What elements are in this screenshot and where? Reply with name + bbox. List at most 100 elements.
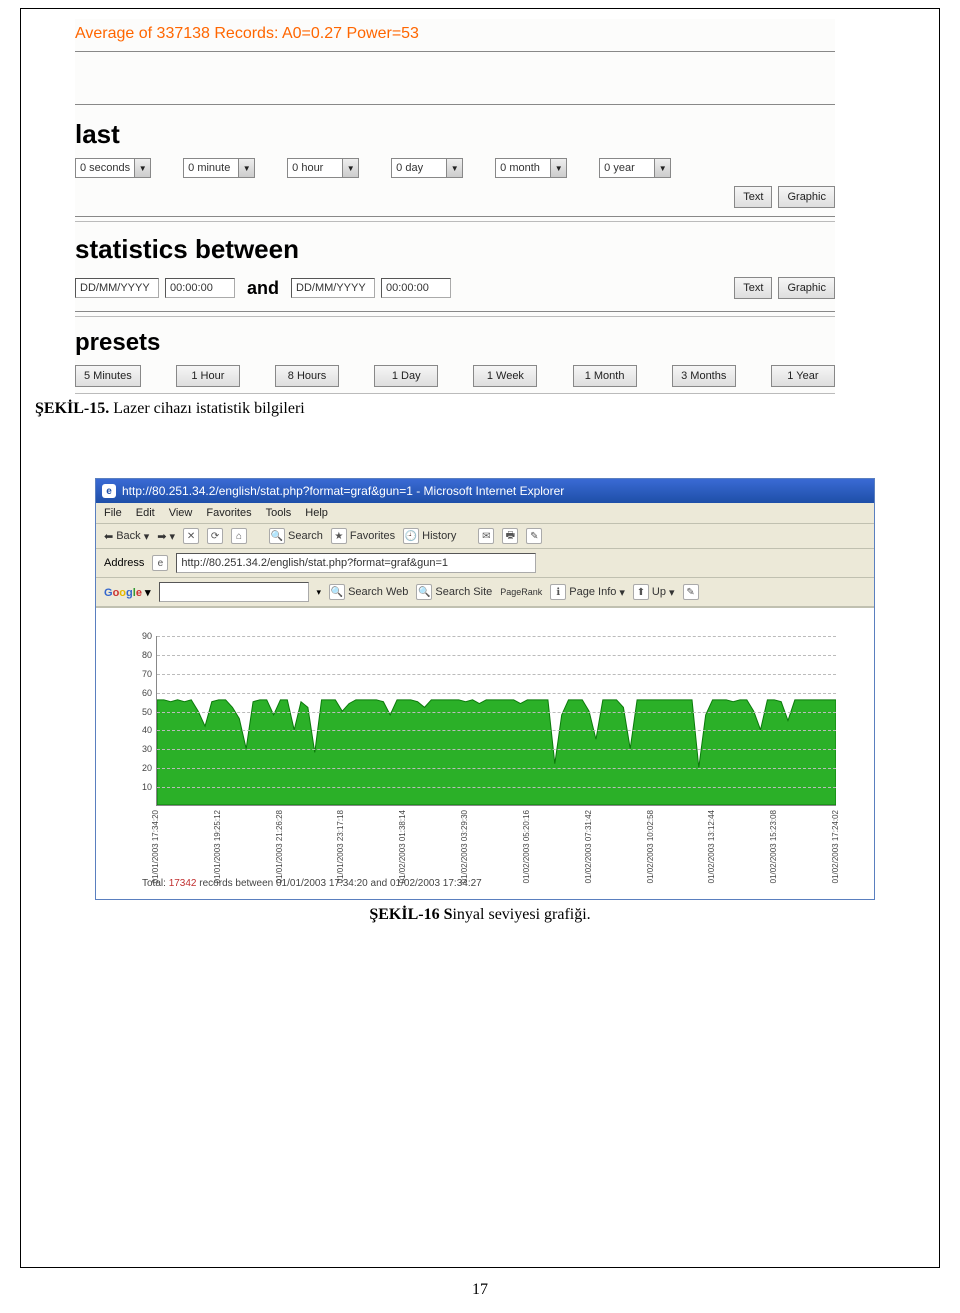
total-value: 17342 [169,878,197,889]
separator [75,316,835,317]
chevron-down-icon: ▼ [550,159,566,177]
x-tick-label: 01/02/2003 17:24:02 [832,810,841,883]
menu-item[interactable]: Help [305,507,328,519]
menubar: File Edit View Favorites Tools Help [96,503,874,524]
search-icon: 🔍 [329,584,345,600]
chart-plot [156,636,836,806]
menu-item[interactable]: Favorites [206,507,251,519]
mail-icon[interactable]: ✉ [478,528,494,544]
caption-15-bold: ŞEKİL-15. [35,400,109,417]
refresh-icon[interactable]: ⟳ [207,528,223,544]
last-buttons-row: Text Graphic [75,182,835,212]
graphic-button[interactable]: Graphic [778,186,835,208]
x-tick-label: 01/01/2003 17:34:20 [152,810,161,883]
text-button[interactable]: Text [734,186,772,208]
address-input[interactable] [176,553,536,573]
and-label: and [241,278,285,299]
search-site-button[interactable]: 🔍Search Site [416,584,492,600]
preset-button[interactable]: 8 Hours [275,365,339,387]
time-dropdown[interactable]: 0 hour▼ [287,158,359,178]
preset-button[interactable]: 3 Months [672,365,736,387]
time-dropdown[interactable]: 0 minute▼ [183,158,255,178]
x-tick-label: 01/02/2003 13:12:44 [708,810,717,883]
y-tick-label: 50 [126,707,152,717]
section-last-title: last [75,109,835,154]
up-button[interactable]: ⬆Up ▾ [633,584,675,600]
x-tick-label: 01/01/2003 23:17:18 [337,810,346,883]
search-icon: 🔍 [416,584,432,600]
preset-button[interactable]: 5 Minutes [75,365,141,387]
page-frame: Average of 337138 Records: A0=0.27 Power… [20,8,940,1268]
y-tick-label: 40 [126,725,152,735]
preset-button[interactable]: 1 Year [771,365,835,387]
x-tick-label: 01/02/2003 07:31:42 [585,810,594,883]
browser-window: e http://80.251.34.2/english/stat.php?fo… [95,478,875,900]
chart-area: 102030405060708090 01/01/2003 17:34:2001… [96,607,874,899]
home-icon[interactable]: ⌂ [231,528,247,544]
from-date-input[interactable] [75,278,159,298]
page-icon: e [152,555,168,571]
forward-button[interactable]: ➡ ▾ [157,530,175,543]
search-web-button[interactable]: 🔍Search Web [329,584,408,600]
separator [75,104,835,105]
preset-button[interactable]: 1 Month [573,365,637,387]
graphic-button[interactable]: Graphic [778,277,835,299]
time-dropdown[interactable]: 0 year▼ [599,158,671,178]
y-tick-label: 90 [126,631,152,641]
x-tick-label: 01/02/2003 05:20:16 [523,810,532,883]
caption-16-bold: ŞEKİL-16 S [369,906,452,923]
menu-item[interactable]: View [169,507,193,519]
print-icon[interactable]: 🖶 [502,528,518,544]
x-tick-label: 01/01/2003 19:25:12 [214,810,223,883]
star-icon: ★ [331,528,347,544]
edit-icon[interactable]: ✎ [526,528,542,544]
x-tick-label: 01/02/2003 15:23:08 [770,810,779,883]
chevron-down-icon: ▼ [134,159,150,177]
separator [75,311,835,312]
chevron-down-icon: ▼ [654,159,670,177]
toolbar-google: Google ▾ ▾ 🔍Search Web 🔍Search Site Page… [96,578,874,607]
google-search-input[interactable] [159,582,309,602]
x-tick-label: 01/02/2003 10:02:58 [647,810,656,883]
page-info-button[interactable]: ℹPage Info ▾ [550,584,625,600]
time-dropdown[interactable]: 0 month▼ [495,158,567,178]
time-dropdown[interactable]: 0 day▼ [391,158,463,178]
chevron-down-icon: ▼ [238,159,254,177]
from-time-input[interactable] [165,278,235,298]
separator [75,393,835,394]
highlight-icon[interactable]: ✎ [683,584,699,600]
menu-item[interactable]: Edit [136,507,155,519]
pagerank-label: PageRank [500,587,542,597]
to-time-input[interactable] [381,278,451,298]
y-tick-label: 20 [126,763,152,773]
history-icon: 🕘 [403,528,419,544]
favorites-button[interactable]: ★Favorites [331,528,395,544]
separator [75,221,835,222]
y-tick-label: 30 [126,744,152,754]
to-date-input[interactable] [291,278,375,298]
stats-row: and Text Graphic [75,269,835,307]
stop-icon[interactable]: ✕ [183,528,199,544]
menu-item[interactable]: File [104,507,122,519]
y-tick-label: 80 [126,650,152,660]
separator [75,216,835,217]
y-tick-label: 70 [126,669,152,679]
caption-16-text: inyal seviyesi grafiği. [452,906,590,923]
chevron-down-icon: ▼ [342,159,358,177]
ie-icon: e [102,484,116,498]
caption-16: ŞEKİL-16 Sinyal seviyesi grafiği. [35,906,925,924]
history-button[interactable]: 🕘History [403,528,456,544]
titlebar: e http://80.251.34.2/english/stat.php?fo… [96,479,874,503]
back-button[interactable]: ⬅ Back ▾ [104,530,149,543]
search-button[interactable]: 🔍Search [269,528,323,544]
menu-item[interactable]: Tools [266,507,292,519]
signal-chart: 102030405060708090 01/01/2003 17:34:2001… [126,632,846,872]
preset-button[interactable]: 1 Week [473,365,537,387]
time-dropdown[interactable]: 0 seconds▼ [75,158,151,178]
preset-button[interactable]: 1 Hour [176,365,240,387]
text-button[interactable]: Text [734,277,772,299]
window-title: http://80.251.34.2/english/stat.php?form… [122,484,564,498]
info-icon: ℹ [550,584,566,600]
last-row: 0 seconds▼ 0 minute▼ 0 hour▼ 0 day▼ 0 month▼… [75,154,835,182]
preset-button[interactable]: 1 Day [374,365,438,387]
